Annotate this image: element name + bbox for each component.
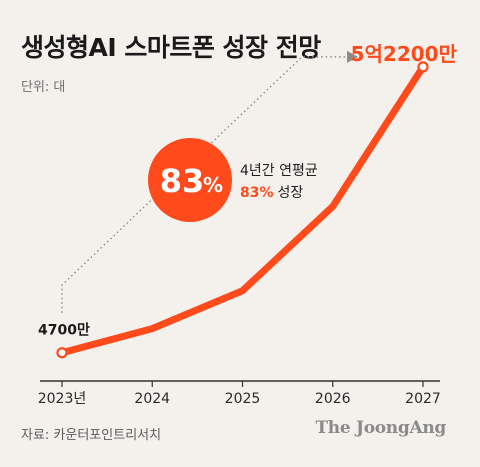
unit-label: 단위: 대 — [21, 80, 66, 95]
chart-title: 생성형AI 스마트폰 성장 전망 — [21, 33, 321, 62]
callout-line-1: 4년간 연평균 — [240, 163, 318, 179]
dotted-annotation-line — [61, 56, 347, 313]
data-label-start: 4700만 — [38, 323, 90, 339]
callout-line-2: 83% 성장 — [240, 185, 303, 201]
publisher-logo: The JoongAng — [315, 418, 446, 438]
source-note: 자료: 카운터포인트리서치 — [21, 428, 162, 443]
data-point-marker — [417, 61, 429, 73]
callout-growth-word: 성장 — [278, 185, 304, 201]
arrow-head-icon — [347, 50, 358, 63]
x-tick-label: 2025 — [225, 391, 261, 407]
data-label-end: 5억2200만 — [351, 42, 458, 66]
x-tick-label: 2023년 — [38, 391, 87, 407]
x-tick-label: 2026 — [315, 391, 351, 407]
x-tick-label: 2027 — [405, 391, 441, 407]
data-point-marker — [56, 347, 68, 359]
bubble-value: 83 — [160, 162, 205, 200]
series-line — [58, 63, 427, 357]
growth-bubble — [148, 138, 232, 222]
x-tick-label: 2024 — [134, 391, 170, 407]
callout-rate: 83% — [240, 185, 274, 201]
bubble-percent-sign: % — [203, 173, 223, 197]
